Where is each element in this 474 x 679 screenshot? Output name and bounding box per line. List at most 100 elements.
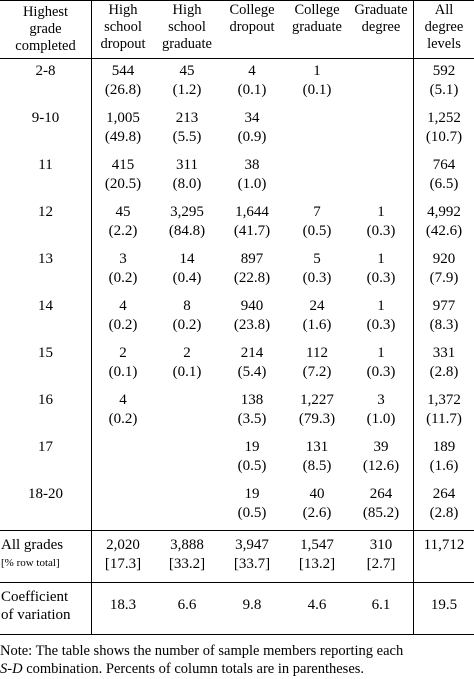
- table-cell: 1 (0.3): [349, 250, 413, 287]
- cell-percent: (8.5): [302, 457, 332, 474]
- table-cell: 138 (3.5): [219, 391, 285, 428]
- totals-label: All grades: [1, 537, 64, 553]
- totals-cell: 2,020 [17.3]: [91, 536, 155, 573]
- cv-cell: 6.1: [371, 597, 391, 613]
- table-cell: 764 (6.5): [414, 156, 474, 193]
- row-label: 14: [38, 298, 53, 314]
- note-line-1: Note: The table shows the number of samp…: [0, 643, 404, 659]
- row-label-header: Highest grade completed: [0, 4, 91, 55]
- table-cell: 264 (2.8): [414, 485, 474, 522]
- cell-percent: (11.7): [426, 410, 462, 427]
- table-cell: 2 (0.1): [91, 344, 155, 381]
- cell-percent: (1.6): [429, 457, 459, 474]
- cell-count: 189: [432, 439, 456, 455]
- cell-percent: (1.0): [237, 175, 267, 192]
- cell-percent: (8.0): [172, 175, 202, 192]
- rule-header-bottom: [0, 58, 474, 59]
- cell-percent: (2.6): [302, 504, 332, 521]
- table-cell: 112 (7.2): [285, 344, 349, 381]
- note-italic-term: S-D: [0, 661, 23, 677]
- cell-count: 415: [111, 157, 135, 173]
- row-label: 12: [38, 204, 53, 220]
- table-cell: 264 (85.2): [349, 485, 413, 522]
- header-text: graduate: [162, 36, 212, 52]
- totals-percent: [13.2]: [298, 555, 336, 572]
- rule-body-bottom: [0, 530, 474, 531]
- row-label: 2-8: [35, 63, 56, 79]
- header-text: degree: [424, 19, 464, 35]
- cell-percent: (0.3): [366, 316, 396, 333]
- table-cell: 1,372 (11.7): [414, 391, 474, 428]
- cell-percent: (0.5): [237, 504, 267, 521]
- table-cell: 592 (5.1): [414, 62, 474, 99]
- cell-count: 1: [377, 298, 385, 314]
- cell-percent: (20.5): [104, 175, 142, 192]
- cell-count: 764: [432, 157, 456, 173]
- table-cell: 45 (2.2): [91, 203, 155, 240]
- cell-percent: (3.5): [237, 410, 267, 427]
- cell-percent: (7.9): [429, 269, 459, 286]
- cell-count: 14: [179, 251, 195, 267]
- cell-count: 131: [305, 439, 329, 455]
- cell-percent: (0.1): [237, 81, 267, 98]
- cell-percent: (42.6): [425, 222, 463, 239]
- cell-percent: (6.5): [429, 175, 459, 192]
- cell-count: 977: [432, 298, 456, 314]
- rule-table-bottom: [0, 634, 474, 635]
- table-cell: 19 (0.5): [219, 485, 285, 522]
- totals-cell: 310 [2.7]: [349, 536, 413, 573]
- table-cell: 3 (0.2): [91, 250, 155, 287]
- table-cell: 544 (26.8): [91, 62, 155, 99]
- cv-label-line: Coefficient: [1, 589, 69, 605]
- cell-count: 19: [244, 486, 260, 502]
- totals-count: 3,947: [235, 537, 269, 553]
- cell-count: 38: [244, 157, 260, 173]
- table-cell: 14 (0.4): [155, 250, 219, 287]
- cell-count: 5: [313, 251, 321, 267]
- col-header-hs-graduate: High school graduate: [155, 2, 219, 53]
- header-text: All: [434, 2, 454, 18]
- cell-percent: (8.3): [429, 316, 459, 333]
- cell-percent: (1.0): [366, 410, 396, 427]
- cell-count: 1,252: [427, 110, 461, 126]
- cell-percent: (41.7): [233, 222, 271, 239]
- table-cell: 1 (0.1): [285, 62, 349, 99]
- cell-count: 2: [183, 345, 191, 361]
- totals-count: 11,712: [423, 537, 465, 553]
- cv-cell: 19.5: [430, 597, 458, 613]
- totals-cell: 3,888 [33.2]: [155, 536, 219, 573]
- cell-percent: (79.3): [298, 410, 336, 427]
- cv-label-line: of variation: [1, 607, 71, 623]
- table-cell: 940 (23.8): [219, 297, 285, 334]
- table-cell: 189 (1.6): [414, 438, 474, 475]
- cell-percent: (0.2): [108, 410, 138, 427]
- row-label: 11: [38, 157, 53, 173]
- table-cell: 19 (0.5): [219, 438, 285, 475]
- table-cell: 4 (0.1): [219, 62, 285, 99]
- cell-percent: (85.2): [362, 504, 400, 521]
- cell-count: 7: [313, 204, 321, 220]
- table-cell: 24 (1.6): [285, 297, 349, 334]
- col-header-college-graduate: College graduate: [285, 2, 349, 36]
- col-header-college-dropout: College dropout: [219, 2, 285, 36]
- cell-percent: (2.8): [429, 504, 459, 521]
- cell-percent: (0.5): [302, 222, 332, 239]
- header-text: Highest: [22, 4, 69, 20]
- cell-percent: (49.8): [104, 128, 142, 145]
- cell-count: 1,227: [300, 392, 334, 408]
- col-header-graduate-degree: Graduate degree: [349, 2, 413, 36]
- cell-percent: (1.6): [302, 316, 332, 333]
- cell-count: 8: [183, 298, 191, 314]
- cell-percent: (0.2): [172, 316, 202, 333]
- header-text: Graduate: [354, 2, 408, 18]
- cell-count: 897: [240, 251, 264, 267]
- cell-percent: (22.8): [233, 269, 271, 286]
- cell-percent: (0.3): [302, 269, 332, 286]
- cell-count: 4: [119, 298, 127, 314]
- note-line-2: S-D combination. Percents of column tota…: [0, 660, 474, 678]
- cell-count: 1: [377, 251, 385, 267]
- cell-count: 34: [244, 110, 260, 126]
- cell-count: 331: [432, 345, 456, 361]
- totals-percent: [33.2]: [168, 555, 206, 572]
- cell-count: 1,372: [427, 392, 461, 408]
